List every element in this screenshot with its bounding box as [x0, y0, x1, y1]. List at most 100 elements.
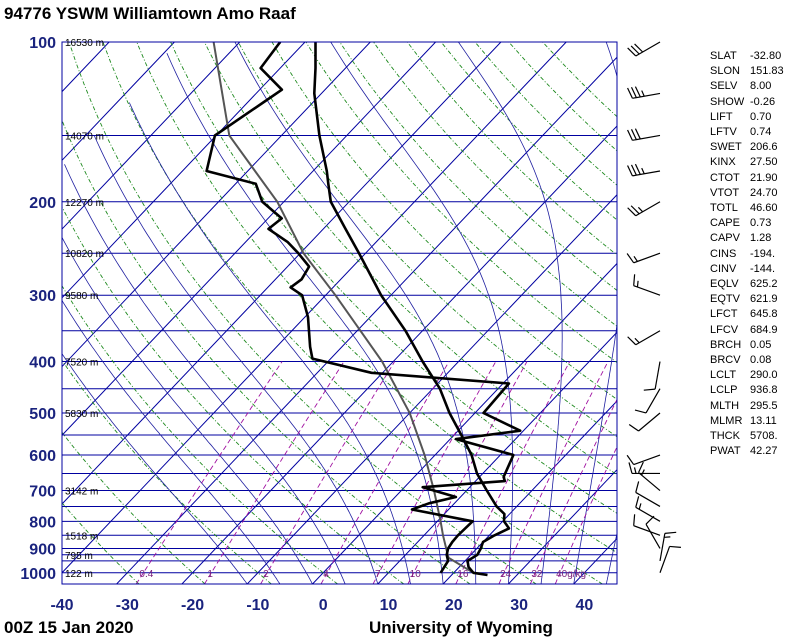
mixing-ratio-label: 4: [323, 569, 329, 580]
index-name: SLON: [710, 65, 740, 78]
moist-adiabat: [64, 164, 346, 584]
index-value: 42.27: [750, 445, 778, 458]
mixing-ratio-label: 16: [457, 569, 469, 580]
index-row: LFCT 645.8: [710, 307, 798, 322]
index-row: EQTV 621.9: [710, 292, 798, 307]
mixing-ratio-label: 24: [500, 569, 512, 580]
moist-adiabat: [166, 53, 444, 584]
moist-adiabat: [62, 236, 313, 584]
dry-adiabat: [339, 42, 617, 327]
wind-barb: [635, 496, 661, 522]
index-value: 27.50: [750, 156, 778, 169]
wind-barb: [633, 514, 661, 536]
isotherm-line: [181, 125, 617, 584]
height-label: 3142 m: [65, 487, 98, 498]
pressure-tick-label: 700: [29, 484, 56, 501]
height-label: 9580 m: [65, 291, 98, 302]
index-name: SWET: [710, 141, 742, 154]
mixing-ratio-label: 0.4: [139, 569, 153, 580]
pressure-tick-label: 900: [29, 541, 56, 558]
dry-adiabat: [136, 42, 617, 554]
dry-adiabat: [62, 119, 471, 584]
index-row: KINX 27.50: [710, 155, 798, 170]
temperature-tick-label: 0: [319, 597, 328, 614]
pressure-tick-label: 800: [29, 514, 56, 531]
wind-barb: [634, 388, 661, 414]
index-row: SLON 151.83: [710, 64, 798, 79]
wind-barb: [627, 163, 661, 177]
index-value: 24.70: [750, 186, 778, 199]
wind-barb: [643, 361, 661, 391]
index-name: MLTH: [710, 399, 740, 412]
index-value: -0.26: [750, 95, 776, 108]
mixing-ratio-line: [529, 398, 617, 584]
index-value: 684.9: [750, 323, 778, 336]
index-row: MLMR 13.11: [710, 414, 798, 429]
index-name: EQTV: [710, 293, 740, 306]
index-row: MLTH 295.5: [710, 399, 798, 414]
index-value: -144.: [750, 262, 776, 275]
index-value: 0.73: [750, 217, 772, 230]
index-name: LFCV: [710, 323, 739, 336]
wind-barb: [633, 274, 661, 296]
temperature-axis: -40 -30 -20 -10 0 10 20 30 40: [50, 597, 593, 614]
isotherm-line: [312, 262, 617, 584]
data-source: University of Wyoming: [369, 618, 553, 637]
temperature-tick-label: -10: [246, 597, 269, 614]
index-value: 13.11: [750, 414, 777, 427]
wind-barb: [638, 461, 661, 491]
mixing-ratio-line: [135, 361, 283, 584]
pressure-axis: 100 200 300 400 500 600 700 800 900 1000: [20, 35, 56, 583]
mixing-ratio-line: [372, 361, 497, 584]
index-row: PWAT 42.27: [710, 444, 798, 459]
isotherm-line: [377, 331, 617, 584]
temperature-tick-label: -20: [181, 597, 204, 614]
dry-adiabat: [237, 42, 617, 438]
plot-frame: [61, 41, 618, 585]
wind-barb: [626, 252, 661, 264]
index-value: 625.2: [750, 278, 778, 291]
pressure-tick-label: 400: [29, 355, 56, 372]
moist-adiabat: [330, 42, 514, 584]
index-value: 621.9: [750, 293, 778, 306]
index-row: LFTV 0.74: [710, 125, 798, 140]
moist-adiabat: [234, 42, 477, 584]
stability-indices: SLAT -32.80 SLON 151.83 SELV 8.00 SHOW -0.26 LIF…: [710, 49, 798, 459]
index-name: SHOW: [710, 95, 745, 108]
height-label: 12270 m: [65, 198, 104, 209]
index-value: 8.00: [750, 80, 772, 93]
pressure-tick-label: 100: [29, 35, 56, 52]
index-value: 1.28: [750, 232, 772, 245]
isotherm-line: [246, 194, 617, 584]
index-name: LFCT: [710, 308, 738, 321]
index-value: 206.6: [750, 141, 778, 154]
sounding-profiles: [205, 42, 522, 577]
index-value: 46.60: [750, 202, 778, 215]
wind-barb: [659, 545, 681, 573]
index-row: LCLP 936.8: [710, 383, 798, 398]
index-row: CAPV 1.28: [710, 231, 798, 246]
wind-barb: [627, 41, 661, 57]
mixing-ratio-line: [260, 361, 396, 584]
index-value: -194.: [750, 247, 776, 260]
moist-adiabat: [62, 299, 281, 584]
index-value: 290.0: [750, 369, 778, 382]
pressure-tick-label: 1000: [20, 566, 56, 583]
moist-adiabat: [62, 353, 248, 584]
wind-barb: [628, 462, 660, 475]
index-name: LIFT: [710, 110, 733, 123]
moist-adiabat: [93, 135, 379, 584]
temperature-tick-label: 20: [445, 597, 463, 614]
dry-adiabat: [62, 431, 206, 584]
index-row: CINS -194.: [710, 247, 798, 262]
dry-adiabat: [271, 42, 617, 400]
index-row: BRCH 0.05: [710, 338, 798, 353]
dry-adiabat: [62, 205, 405, 584]
mixing-ratio-label: 32: [531, 569, 543, 580]
temperature-tick-label: 40: [576, 597, 594, 614]
index-value: 0.08: [750, 354, 772, 367]
index-value: 21.90: [750, 171, 778, 184]
wind-barb: [627, 128, 661, 141]
mixing-ratio-line: [498, 361, 609, 584]
